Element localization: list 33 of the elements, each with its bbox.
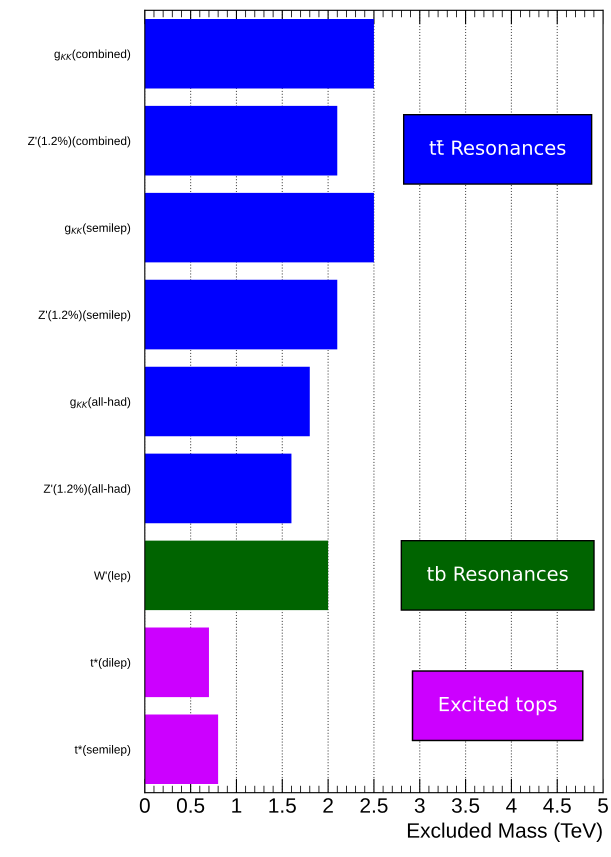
y-tick-label: W'(lep) <box>94 571 130 582</box>
bar <box>144 628 209 698</box>
text: tt̄ Resonances <box>429 140 566 156</box>
x-tick-label: 1 <box>232 798 242 813</box>
x-tick-label: 3 <box>414 798 425 813</box>
bar <box>144 18 374 89</box>
x-tick-label: 0.5 <box>176 798 204 813</box>
y-tick-label: g$_{KK}$(semilep) <box>64 223 130 234</box>
y-tick-label: Z'(1.2%)(all-had) <box>44 484 130 496</box>
y-tick-label: t*(dilep) <box>90 658 130 670</box>
y-tick-label: g$_{KK}$(combined) <box>54 49 130 60</box>
x-tick-label: 2.5 <box>360 798 388 813</box>
bar <box>144 540 328 610</box>
y-tick-label: Z'(1.2%)(semilep) <box>38 310 130 322</box>
x-tick-label: 4.5 <box>543 798 571 813</box>
bar <box>144 454 292 524</box>
x-axis-title: Excluded Mass (TeV) <box>408 822 602 842</box>
bar <box>144 192 374 262</box>
x-tick-label: 0 <box>140 798 150 813</box>
x-tick-label: 4 <box>506 798 517 813</box>
x-tick-label: 2 <box>323 798 333 813</box>
y-tick-label: g$_{KK}$(all-had) <box>70 397 130 408</box>
bar <box>144 714 218 784</box>
text: Excited tops <box>440 696 557 716</box>
y-tick-label: t*(semilep) <box>74 744 130 756</box>
bar <box>144 106 338 176</box>
bar <box>144 366 310 436</box>
y-tick-label: Z'(1.2%)(combined) <box>28 136 130 148</box>
x-tick-label: 3.5 <box>452 798 480 813</box>
text: tb Resonances <box>427 566 568 582</box>
x-tick-label: 5 <box>598 798 608 813</box>
bar <box>144 280 338 350</box>
x-tick-label: 1.5 <box>269 798 296 813</box>
